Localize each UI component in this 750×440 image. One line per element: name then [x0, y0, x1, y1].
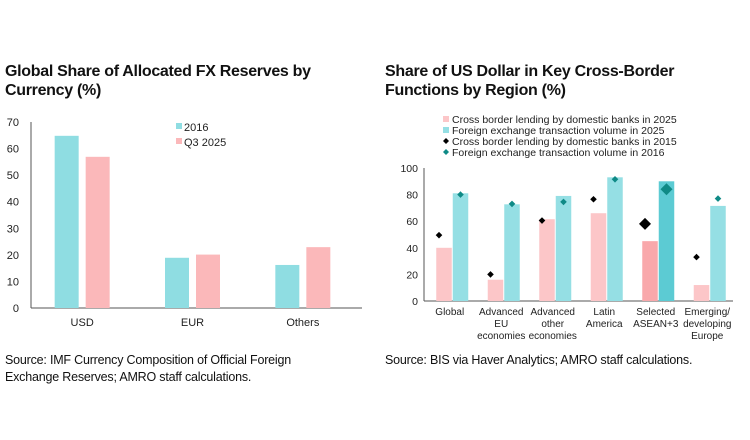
bar-lending-2025 [642, 241, 658, 301]
legend-marker [443, 138, 449, 144]
right-source: Source: BIS via Haver Analytics; AMRO st… [385, 353, 693, 367]
marker-fx-2016 [714, 195, 722, 202]
legend-swatch [443, 127, 449, 133]
bar-fx-2025 [710, 205, 726, 301]
bar-fx-2025 [555, 195, 572, 301]
bar-q3-2025 [196, 254, 220, 308]
bar-lending-2025 [436, 247, 452, 301]
right-chart-title: Share of US Dollar in Key Cross-Border F… [385, 62, 674, 100]
x-tick-label: Global [435, 307, 464, 318]
left-source-line1: Source: IMF Currency Composition of Offi… [5, 353, 292, 367]
marker-lending-2015 [639, 217, 651, 230]
y-tick-label: 40 [7, 197, 19, 209]
x-tick-label: EUR [181, 317, 204, 329]
marker-lending-2015 [693, 253, 700, 261]
legend-label: Foreign exchange transaction volume in 2… [452, 125, 665, 137]
legend-label: Q3 2025 [184, 137, 226, 149]
y-tick-label: 30 [7, 223, 19, 235]
bar-q3-2025 [85, 156, 110, 308]
legend-swatch [176, 123, 182, 129]
x-tick-label: Others [286, 317, 320, 329]
x-tick-label: America [586, 319, 623, 330]
bar-lending-2025 [487, 279, 504, 301]
right-title-line1: Share of US Dollar in Key Cross-Border [385, 63, 675, 80]
marker-fx-2016 [508, 200, 516, 208]
x-tick-label: Latin [593, 307, 615, 318]
bar-q3-2025 [306, 247, 331, 308]
y-tick-label: 10 [7, 276, 19, 288]
y-tick-label: 100 [400, 163, 418, 175]
x-tick-label: EU [494, 319, 508, 330]
left-source-line2: Exchange Reserves; AMRO staff calculatio… [5, 370, 252, 384]
legend-label: Foreign exchange transaction volume in 2… [452, 147, 665, 159]
x-tick-label: developing [683, 319, 731, 330]
legend-label: Cross border lending by domestic banks i… [452, 114, 677, 126]
right-title-line2: Functions by Region (%) [385, 82, 566, 99]
y-tick-label: 0 [412, 296, 418, 308]
bar-2016 [165, 257, 189, 308]
marker-lending-2015 [435, 231, 443, 239]
marker-lending-2015 [538, 217, 546, 224]
x-tick-label: Europe [691, 331, 724, 342]
x-tick-label: USD [71, 317, 94, 329]
legend-swatch [176, 138, 182, 144]
y-tick-label: 40 [406, 243, 418, 255]
y-tick-label: 20 [7, 250, 19, 262]
x-tick-label: Selected [636, 307, 675, 318]
x-tick-label: economies [477, 331, 525, 342]
y-tick-label: 60 [406, 216, 418, 228]
bar-fx-2025 [452, 193, 469, 301]
left-title-line1: Global Share of Allocated FX Reserves by [5, 63, 311, 80]
y-tick-label: 20 [406, 269, 418, 281]
x-tick-label: ASEAN+3 [633, 319, 679, 330]
bar-lending-2025 [693, 285, 710, 301]
bar-2016 [275, 264, 300, 308]
legend-swatch [443, 116, 449, 122]
marker-fx-2016 [611, 176, 619, 183]
bar-fx-2025 [607, 177, 623, 301]
bar-fx-2025 [658, 181, 675, 301]
marker-lending-2015 [590, 195, 597, 203]
marker-fx-2016 [457, 191, 464, 198]
marker-fx-2016 [560, 198, 567, 206]
y-tick-label: 60 [7, 144, 19, 156]
x-tick-label: Advanced [531, 307, 575, 318]
legend-label: 2016 [184, 122, 208, 134]
x-tick-label: Emerging/ [684, 307, 730, 318]
left-title-line2: Currency (%) [5, 82, 101, 99]
legend-marker [443, 149, 449, 155]
marker-lending-2015 [487, 271, 494, 278]
x-tick-label: other [541, 319, 564, 330]
y-tick-label: 0 [13, 303, 19, 315]
y-tick-label: 70 [7, 117, 19, 129]
bar-2016 [54, 135, 79, 308]
x-tick-label: Advanced [479, 307, 523, 318]
legend-label: Cross border lending by domestic banks i… [452, 136, 677, 148]
marker-fx-2016 [660, 183, 673, 196]
bar-fx-2025 [504, 204, 520, 301]
y-tick-label: 50 [7, 170, 19, 182]
left-chart-title: Global Share of Allocated FX Reserves by… [5, 62, 311, 100]
bar-lending-2025 [590, 213, 607, 301]
y-tick-label: 80 [406, 190, 418, 202]
bar-lending-2025 [539, 219, 555, 301]
left-source: Source: IMF Currency Composition of Offi… [5, 352, 291, 386]
x-tick-label: economies [529, 331, 577, 342]
